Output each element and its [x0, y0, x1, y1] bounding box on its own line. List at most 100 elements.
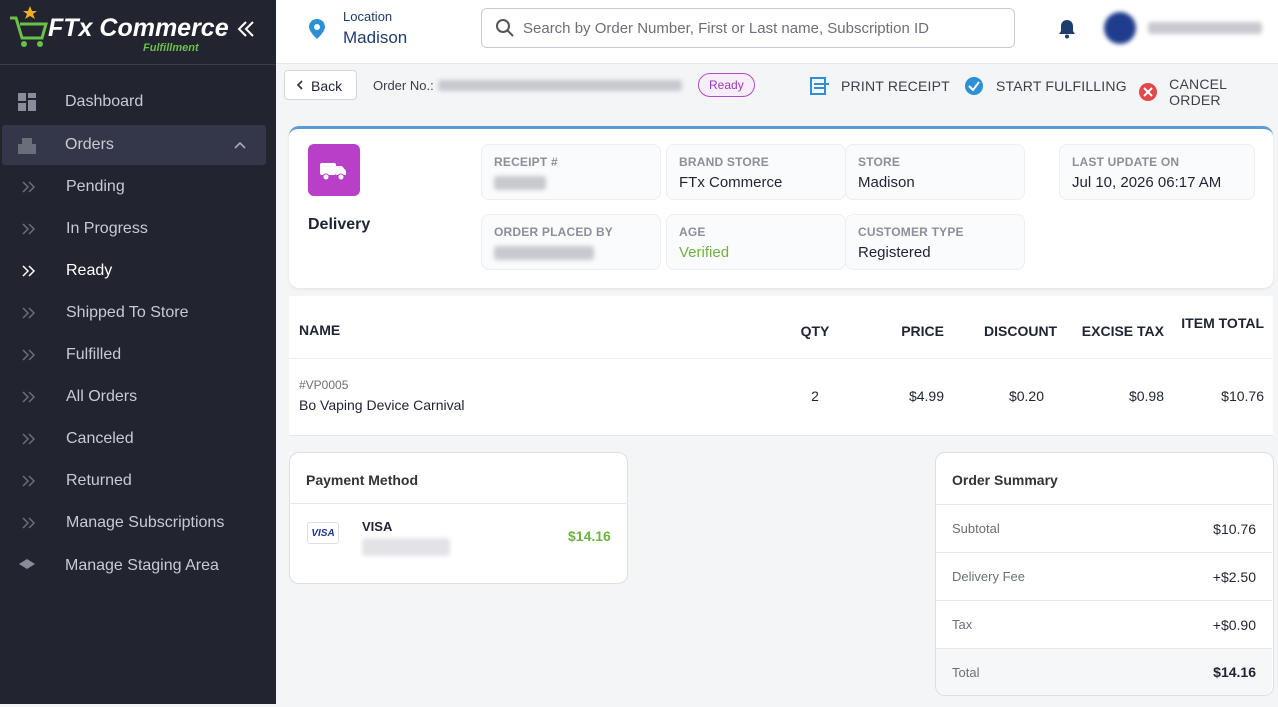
field-value: Jul 10, 2026 06:17 AM — [1072, 174, 1222, 191]
field-label: STORE — [858, 155, 901, 169]
toolbar-action[interactable]: START FULFILLING — [964, 76, 1127, 96]
action-icon — [965, 77, 983, 95]
field-value: Madison — [858, 174, 915, 191]
card-type: VISA — [362, 519, 393, 534]
search-icon — [496, 19, 514, 37]
avatar[interactable] — [1104, 12, 1136, 44]
info-field: RECEIPT # — [481, 144, 661, 200]
summary-label: Tax — [952, 617, 973, 632]
chevron-icon — [22, 517, 36, 529]
info-field: STORE Madison — [845, 144, 1025, 200]
nav-icon — [18, 138, 36, 154]
action-icon — [1139, 83, 1157, 101]
location[interactable]: Madison — [343, 28, 408, 47]
delivery-method: Delivery — [308, 216, 371, 233]
payment-title: Payment Method — [306, 472, 419, 488]
table-divider — [289, 358, 1273, 359]
field-value: Verified — [679, 244, 730, 261]
column-header: DISCOUNT — [984, 323, 1058, 339]
action-label[interactable]: PRINT RECEIPT — [841, 78, 950, 94]
nav-item[interactable]: In Progress — [66, 220, 148, 237]
chevron-icon — [22, 181, 36, 193]
nav-icon — [19, 559, 35, 569]
nav-item[interactable]: Canceled — [66, 430, 134, 447]
nav-item[interactable]: Shipped To Store — [66, 304, 189, 321]
sidebar: FTx Commerce Fulfillment Dashboard Orders… — [0, 0, 276, 704]
order-no-label: Order No.: — [373, 78, 434, 93]
main: Location Madison Search by Order Number,… — [276, 0, 1278, 704]
nav-item[interactable]: Returned — [66, 472, 132, 489]
collapse-icon[interactable] — [236, 20, 256, 38]
action-label[interactable]: START FULFILLING — [996, 78, 1127, 94]
field-value: FTx Commerce — [679, 174, 783, 191]
back-icon — [296, 80, 303, 90]
chevron-icon — [22, 433, 36, 445]
item-cell: $10.76 — [1221, 388, 1264, 404]
nav-item[interactable]: Ready — [66, 262, 113, 279]
column-header: PRICE — [901, 323, 944, 339]
search-box[interactable] — [481, 8, 1015, 48]
info-field: ORDER PLACED BY — [481, 214, 661, 270]
nav-item[interactable]: Manage Subscriptions — [66, 514, 225, 531]
action-label[interactable]: CANCEL ORDER — [1169, 76, 1227, 108]
field-label: BRAND STORE — [679, 155, 769, 169]
divider — [0, 64, 276, 65]
summary-value: +$0.90 — [1212, 616, 1256, 633]
field-label: ORDER PLACED BY — [494, 225, 614, 239]
column-header: ITEM TOTAL — [1181, 315, 1264, 331]
info-field: LAST UPDATE ON Jul 10, 2026 06:17 AM — [1059, 144, 1255, 200]
location-icon — [309, 19, 325, 39]
back-button[interactable]: Back — [284, 70, 357, 100]
chevron-icon — [22, 475, 36, 487]
field-label: CUSTOMER TYPE — [858, 225, 964, 239]
summary-row: Total $14.16 — [936, 648, 1272, 695]
toolbar-action[interactable]: CANCEL ORDER — [1138, 76, 1278, 108]
summary-label: Total — [952, 664, 980, 680]
chevron-icon — [22, 265, 36, 277]
nav-item[interactable]: All Orders — [66, 388, 138, 405]
nav-item[interactable]: Manage Staging Area — [65, 557, 219, 574]
user-name-blurred — [1148, 22, 1262, 34]
summary-label: Subtotal — [952, 521, 1000, 536]
field-label: LAST UPDATE ON — [1072, 155, 1180, 169]
item-name: Bo Vaping Device Carnival — [299, 397, 465, 413]
item-cell: $4.99 — [908, 388, 944, 404]
action-icon — [810, 77, 829, 95]
payment-amount: $14.16 — [568, 528, 611, 544]
expand-icon — [234, 141, 246, 149]
item-cell: $0.98 — [1128, 388, 1164, 404]
field-label: AGE — [679, 225, 706, 239]
summary-title: Order Summary — [952, 472, 1058, 488]
info-field: CUSTOMER TYPE Registered — [845, 214, 1025, 270]
field-value-blurred — [494, 246, 594, 260]
order-no-blurred — [438, 80, 682, 91]
summary-value: +$2.50 — [1212, 568, 1256, 585]
nav-item[interactable]: Dashboard — [65, 93, 144, 110]
bell-icon[interactable] — [1058, 19, 1076, 39]
truck-icon — [320, 163, 346, 181]
nav-icon — [18, 93, 36, 111]
summary-row: Tax +$0.90 — [936, 600, 1272, 648]
nav-item[interactable]: Pending — [66, 178, 125, 195]
field-value-blurred — [494, 176, 546, 190]
nav-highlight — [2, 125, 266, 165]
info-field: AGE Verified — [666, 214, 846, 270]
item-cell: $0.20 — [1008, 388, 1044, 404]
field-value: Registered — [858, 244, 931, 261]
summary-row: Subtotal $10.76 — [936, 504, 1272, 552]
items-table — [289, 296, 1273, 436]
toolbar-action[interactable]: PRINT RECEIPT — [809, 76, 950, 96]
column-header: NAME — [299, 322, 341, 338]
chevron-icon — [22, 349, 36, 361]
nav-item[interactable]: Fulfilled — [66, 346, 122, 363]
summary-value: $14.16 — [1213, 664, 1256, 680]
brand: FTx Commerce — [48, 14, 229, 42]
nav-item[interactable]: Orders — [65, 136, 114, 153]
item-sku: #VP0005 — [299, 378, 349, 392]
chevron-icon — [22, 307, 36, 319]
summary-row: Delivery Fee +$2.50 — [936, 552, 1272, 600]
summary-value: $10.76 — [1213, 520, 1256, 537]
summary-label: Delivery Fee — [952, 569, 1025, 584]
